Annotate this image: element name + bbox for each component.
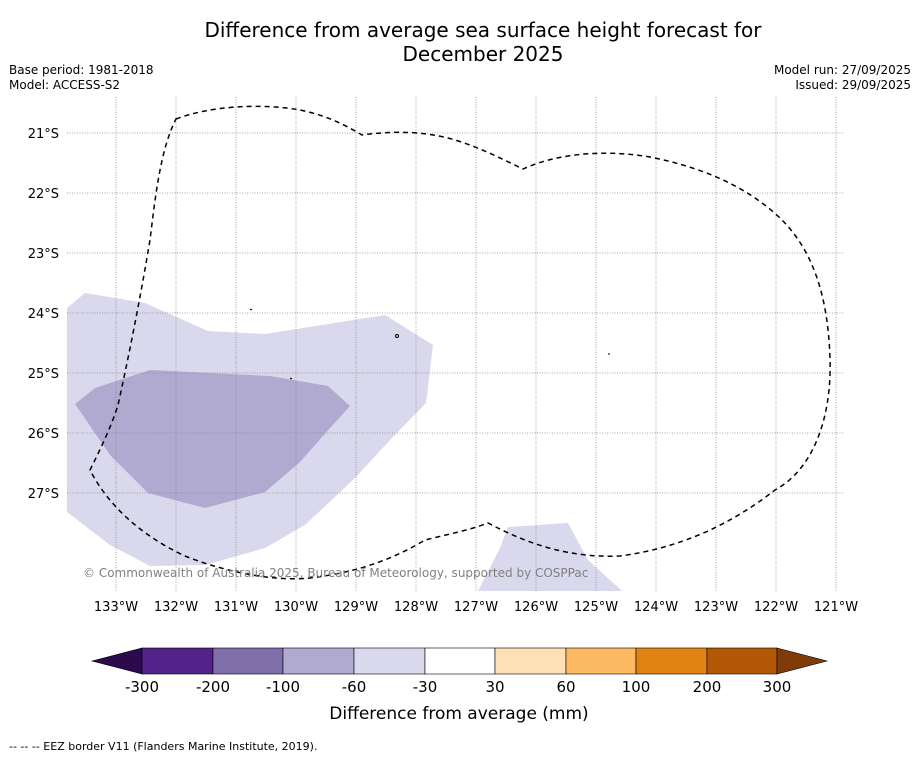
map-area: © Commonwealth of Australia 2025, Bureau… <box>67 97 843 591</box>
lat-label: 26°S <box>28 427 59 442</box>
colorbar-label: Difference from average (mm) <box>329 704 588 724</box>
colorbar-tick: -100 <box>266 678 300 696</box>
lat-label: 24°S <box>28 307 59 322</box>
title-line-1: Difference from average sea surface heig… <box>204 18 762 42</box>
colorbar-tick: -200 <box>196 678 230 696</box>
colorbar-tick: -60 <box>342 678 367 696</box>
lon-label: 123°W <box>694 600 738 615</box>
lon-label: 129°W <box>334 600 378 615</box>
lat-label: 27°S <box>28 487 59 502</box>
colorbar-bin <box>353 647 426 675</box>
eez-border <box>89 105 831 580</box>
lon-label: 127°W <box>454 600 498 615</box>
lon-label: 133°W <box>94 600 138 615</box>
colorbar-tick: 200 <box>693 678 722 696</box>
base-period-text: Base period: 1981-2018 <box>9 63 154 77</box>
eez-footer-note: -- -- -- EEZ border V11 (Flanders Marine… <box>9 740 318 753</box>
colorbar-tick: 30 <box>485 678 504 696</box>
colorbar-tick: 300 <box>763 678 792 696</box>
colorbar-tick: -300 <box>125 678 159 696</box>
issued-text: Issued: 29/09/2025 <box>795 78 911 92</box>
lon-label: 121°W <box>814 600 858 615</box>
colorbar-extend-high <box>776 647 829 675</box>
colorbar-tick: 100 <box>622 678 651 696</box>
colorbar-bin <box>635 647 708 675</box>
colorbar-tick: 60 <box>556 678 575 696</box>
lat-label: 22°S <box>28 187 59 202</box>
model-text: Model: ACCESS-S2 <box>9 78 121 92</box>
colorbar-bin <box>282 647 355 675</box>
colorbar-bin <box>212 647 284 675</box>
lat-label: 23°S <box>28 247 59 262</box>
graticule <box>67 97 843 591</box>
lon-label: 126°W <box>514 600 558 615</box>
lon-label: 132°W <box>154 600 198 615</box>
copyright-text: © Commonwealth of Australia 2025, Bureau… <box>83 566 588 580</box>
lon-label: 125°W <box>574 600 618 615</box>
lon-label: 131°W <box>214 600 258 615</box>
colorbar-bin <box>141 647 214 675</box>
meta-left: Base period: 1981-2018 Model: ACCESS-S2 <box>9 63 154 93</box>
colorbar: -300 -200 -100 -60 -30 30 60 100 200 300… <box>90 647 829 724</box>
title-line-2: December 2025 <box>402 42 564 66</box>
lat-label: 25°S <box>28 367 59 382</box>
colorbar-bin <box>706 647 778 675</box>
lon-label: 122°W <box>754 600 798 615</box>
lat-label: 21°S <box>28 127 59 142</box>
lon-label: 124°W <box>634 600 678 615</box>
longitude-labels: 133°W 132°W 131°W 130°W 129°W 128°W 127°… <box>94 600 858 615</box>
colorbar-extend-low <box>90 647 143 675</box>
anomaly-region-light-south <box>478 523 622 591</box>
lon-label: 130°W <box>274 600 318 615</box>
map-title: Difference from average sea surface heig… <box>0 18 919 66</box>
colorbar-bin <box>424 647 496 675</box>
anomaly-region-medium <box>75 370 350 508</box>
islands <box>249 308 610 380</box>
colorbar-bin <box>565 647 637 675</box>
lon-label: 128°W <box>394 600 438 615</box>
colorbar-bin <box>494 647 567 675</box>
colorbar-tick: -30 <box>413 678 438 696</box>
meta-right: Model run: 27/09/2025 Issued: 29/09/2025 <box>774 63 911 93</box>
latitude-labels: 21°S 22°S 23°S 24°S 25°S 26°S 27°S <box>28 127 59 502</box>
model-run-text: Model run: 27/09/2025 <box>773 63 911 77</box>
